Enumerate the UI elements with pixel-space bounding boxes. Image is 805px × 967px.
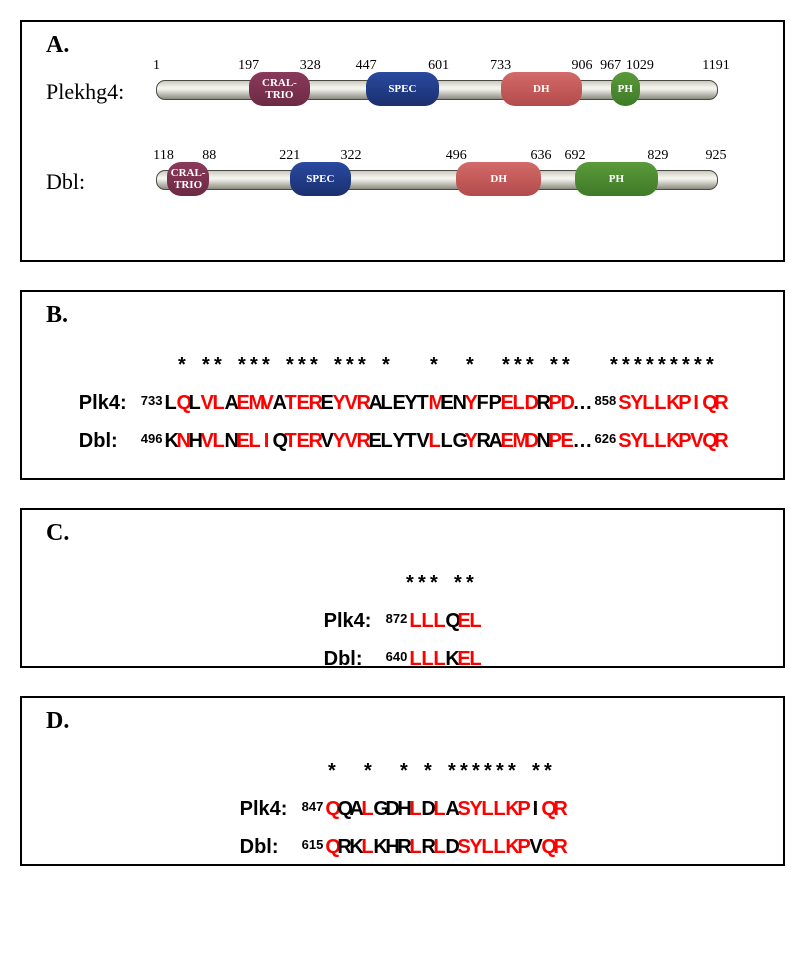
panel-b-label: B. [46,302,68,329]
position-label: 18 [160,148,174,164]
protein-track: 11888221322496636692829925CRAL-TRIOSPECD… [156,152,759,212]
protein-track: 119732844760173390696710291191CRAL-TRIOS… [156,62,759,122]
domain-diagrams: Plekhg4:119732844760173390696710291191CR… [46,62,759,212]
position-label: 197 [238,58,259,74]
position-label: 221 [279,148,300,164]
position-label: 925 [706,148,727,164]
panel-a-label: A. [46,32,69,59]
domain-ph: PH [611,72,640,106]
domain-cral-trio: CRAL-TRIO [167,162,209,196]
panel-b: B. * ** *** *** *** * * * *** ** *******… [20,290,785,480]
domain-spec: SPEC [366,72,438,106]
panel-c-label: C. [46,520,69,547]
position-label: 328 [300,58,321,74]
position-label: 601 [428,58,449,74]
protein-label: Dbl: [46,169,156,195]
position-label: 496 [446,148,467,164]
protein-label: Plekhg4: [46,79,156,105]
alignment-b: * ** *** *** *** * * * *** ** *********P… [46,346,759,460]
panel-d: D. * * * * ****** **Plk4:847QQALGDHLDLAS… [20,696,785,866]
alignment-c: *** **Plk4:872LLLQELDbl:640LLLKEL [46,564,759,678]
domain-spec: SPEC [290,162,351,196]
panel-d-label: D. [46,708,69,735]
protein-row: Plekhg4:119732844760173390696710291191CR… [46,62,759,122]
domain-ph: PH [575,162,658,196]
position-label: 1191 [702,58,729,74]
position-label: 967 [600,58,621,74]
position-label: 447 [356,58,377,74]
position-label: 692 [564,148,585,164]
alignment-d: * * * * ****** **Plk4:847QQALGDHLDLASYLL… [46,752,759,866]
position-label: 733 [490,58,511,74]
panel-a: A. Plekhg4:11973284476017339069671029119… [20,20,785,262]
position-label: 829 [647,148,668,164]
position-label: 322 [340,148,361,164]
position-label: 88 [202,148,216,164]
position-label: 636 [531,148,552,164]
panel-c: C. *** **Plk4:872LLLQELDbl:640LLLKEL [20,508,785,668]
position-label: 1 [153,58,160,74]
domain-dh: DH [456,162,541,196]
position-label: 906 [571,58,592,74]
protein-row: Dbl:11888221322496636692829925CRAL-TRIOS… [46,152,759,212]
domain-cral-trio: CRAL-TRIO [249,72,311,106]
domain-dh: DH [501,72,582,106]
